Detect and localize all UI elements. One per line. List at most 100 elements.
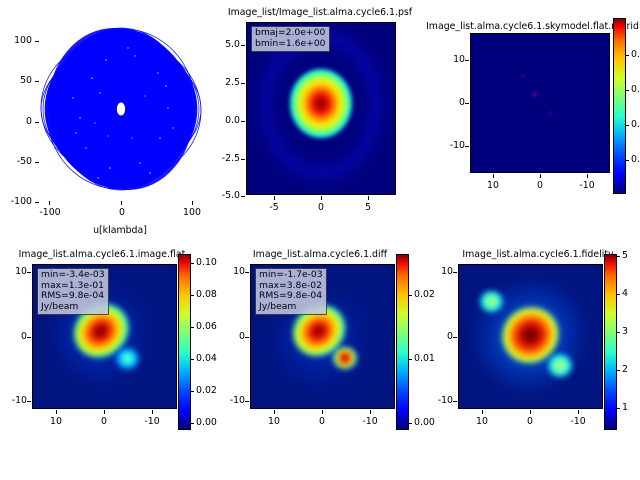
fidelity-cbar-label-2: 2 [622,364,628,375]
uv-axes [40,18,202,200]
skymodel-axes [470,33,610,173]
image-cbar-label-006: 0.06 [196,321,217,332]
fidelity-xtick-0: 0 [527,416,533,427]
image-stats-annotation: min=-3.4e-03 max=1.3e-01 RMS=9.8e-04 Jy/… [37,268,109,315]
psf-axes: bmaj=2.0e+00 bmin=1.6e+00 [246,22,396,195]
psf-xtick-mark [274,196,275,200]
image-cbar-tick [191,423,194,424]
diff-xtick-neg10: -10 [362,416,378,427]
skymodel-source-b [520,74,525,79]
uv-ytick-neg50: -50 [16,156,32,167]
diff-ytick-mark [245,337,249,338]
image-cbar-tick [191,263,194,264]
psf-ytick-mark [241,159,245,160]
skymodel-ytick-neg10: -10 [449,140,465,151]
skymodel-cbar-label-006: 0.06 [631,84,640,95]
uv-xtick-mark [121,201,122,205]
image-axes: min=-3.4e-03 max=1.3e-01 RMS=9.8e-04 Jy/… [32,264,177,409]
diff-stats-annotation: min=-1.7e-03 max=3.8e-02 RMS=9.8e-04 Jy/… [255,268,327,315]
image-cbar-label-002: 0.02 [196,385,217,396]
psf-beam-annotation: bmaj=2.0e+00 bmin=1.6e+00 [251,26,330,52]
uv-xtick-100: 100 [183,207,201,218]
uv-ytick-mark [35,81,39,82]
skymodel-ytick-mark [465,103,469,104]
panel-psf: Image_list/Image_list.alma.cycle6.1.psf … [215,0,425,250]
diff-ytick-10: 10 [233,266,245,277]
skymodel-cbar-label-002: 0.02 [631,154,640,165]
image-stat-min: min=-3.4e-03 [41,269,105,280]
uv-ytick-mark [35,41,39,42]
image-xtick-10: 10 [50,416,62,427]
diff-xtick-10: 10 [268,416,280,427]
image-ytick-neg10: -10 [11,395,27,406]
fidelity-title: Image_list.alma.cycle6.1.fidelity [462,249,614,260]
psf-bmin: bmin=1.6e+00 [255,37,326,49]
diff-cbar-tick [409,423,412,424]
image-cbar-tick [191,327,194,328]
uv-ytick-neg100: -100 [10,196,32,207]
skymodel-cbar-tick [626,90,629,91]
image-xtick-mark [104,410,105,414]
diff-cbar-tick [409,295,412,296]
image-stat-unit: Jy/beam [41,300,79,312]
psf-ytick-neg2p5: -2.5 [221,153,240,164]
image-cbar-label-000: 0.00 [196,417,217,428]
image-xtick-0: 0 [101,416,107,427]
uv-xtick-0: 0 [119,207,125,218]
image-cbar-label-004: 0.04 [196,353,217,364]
diff-cbar-tick [409,359,412,360]
skymodel-colorbar [613,18,626,194]
fidelity-cbar-tick [617,370,620,371]
image-cbar-label-010: 0.10 [196,257,217,268]
diff-cbar-label-002: 0.02 [414,289,435,300]
diff-secondary-source [332,346,357,370]
diff-xtick-mark [322,410,323,414]
psf-xtick-mark [321,196,322,200]
skymodel-heatmap [471,34,609,172]
skymodel-cbar-tick [626,160,629,161]
skymodel-ytick-0: 0 [459,97,465,108]
image-stat-max: max=1.3e-01 [41,279,104,291]
skymodel-cbar-label-004: 0.04 [631,119,640,130]
fidelity-xtick-neg10: -10 [570,416,586,427]
image-title: Image_list.alma.cycle6.1.image.flat [18,249,186,260]
image-xtick-neg10: -10 [144,416,160,427]
diff-stat-unit: Jy/beam [259,300,297,312]
fidelity-ytick-10: 10 [441,266,453,277]
skymodel-xtick-0: 0 [537,180,543,191]
diff-ytick-0: 0 [239,331,245,342]
image-ytick-mark [27,401,31,402]
fidelity-heatmap [459,265,602,408]
uv-ytick-0: 0 [26,116,32,127]
fidelity-xtick-mark [578,410,579,414]
skymodel-xtick-neg10: -10 [579,180,595,191]
fidelity-cbar-label-4: 4 [622,288,628,299]
image-cbar-tick [191,391,194,392]
skymodel-xtick-10: 10 [487,180,499,191]
uv-ytick-mark [35,202,39,203]
psf-xtick-neg5: -5 [269,202,279,213]
fidelity-xtick-mark [530,410,531,414]
image-xtick-mark [56,410,57,414]
diff-ytick-mark [245,401,249,402]
diff-xtick-mark [370,410,371,414]
skymodel-xtick-mark [493,174,494,178]
skymodel-ytick-10: 10 [453,54,465,65]
psf-ytick-mark [241,121,245,122]
diff-stat-rms: RMS=9.8e-04 [259,290,323,301]
image-ytick-mark [27,337,31,338]
psf-ytick-mark [241,45,245,46]
panel-diff: Image_list.alma.cycle6.1.diff min=-1.7e-… [215,249,435,480]
fidelity-cbar-tick [617,256,620,257]
uv-xtick-neg100: -100 [39,207,61,218]
skymodel-source-a [531,91,538,98]
image-ytick-10: 10 [15,266,27,277]
diff-axes: min=-1.7e-03 max=3.8e-02 RMS=9.8e-04 Jy/… [250,264,395,409]
psf-xtick-5: 5 [365,202,371,213]
panel-image-flat: Image_list.alma.cycle6.1.image.flat min=… [0,249,217,480]
image-secondary-source [115,347,139,370]
uv-coverage-scatter [40,18,202,200]
diff-title: Image_list.alma.cycle6.1.diff [252,249,388,260]
psf-ytick-0: 0.0 [225,115,240,126]
